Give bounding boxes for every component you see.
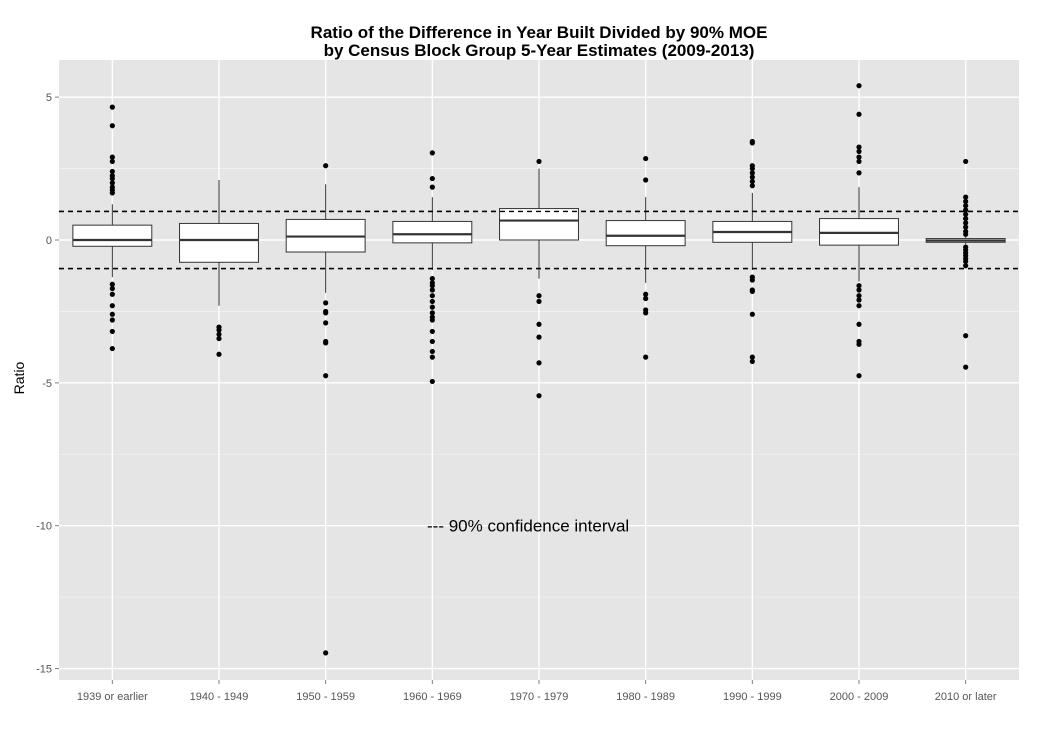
outlier-point — [430, 355, 435, 360]
outlier-point — [430, 329, 435, 334]
outlier-point — [856, 322, 861, 327]
outlier-point — [430, 299, 435, 304]
outlier-point — [323, 340, 328, 345]
outlier-point — [430, 317, 435, 322]
outlier-point — [430, 379, 435, 384]
outlier-point — [750, 140, 755, 145]
outlier-point — [323, 300, 328, 305]
outlier-point — [963, 232, 968, 237]
outlier-point — [536, 293, 541, 298]
outlier-point — [110, 190, 115, 195]
y-tick-label: -15 — [36, 664, 52, 676]
outlier-point — [323, 163, 328, 168]
outlier-point — [963, 333, 968, 338]
outlier-point — [536, 360, 541, 365]
outlier-point — [110, 329, 115, 334]
outlier-point — [430, 293, 435, 298]
outlier-point — [110, 105, 115, 110]
chart-title-line-1: Ratio of the Difference in Year Built Di… — [311, 23, 768, 42]
outlier-point — [856, 373, 861, 378]
box — [73, 225, 152, 246]
y-tick-label: -10 — [36, 521, 52, 533]
outlier-point — [536, 335, 541, 340]
confidence-interval-annotation: --- 90% confidence interval — [427, 517, 629, 536]
outlier-point — [430, 150, 435, 155]
x-tick-label: 1939 or earlier — [77, 691, 148, 703]
outlier-point — [216, 336, 221, 341]
outlier-point — [536, 393, 541, 398]
x-tick-label: 1970 - 1979 — [510, 691, 569, 703]
outlier-point — [856, 287, 861, 292]
outlier-point — [750, 183, 755, 188]
x-tick-label: 2010 or later — [935, 691, 997, 703]
outlier-point — [856, 297, 861, 302]
outlier-point — [430, 349, 435, 354]
outlier-point — [110, 286, 115, 291]
outlier-point — [110, 292, 115, 297]
outlier-point — [430, 339, 435, 344]
y-axis-title: Ratio — [11, 361, 27, 394]
outlier-point — [323, 650, 328, 655]
outlier-point — [430, 305, 435, 310]
outlier-point — [536, 159, 541, 164]
x-tick-label: 1940 - 1949 — [190, 691, 249, 703]
outlier-point — [430, 287, 435, 292]
outlier-point — [643, 296, 648, 301]
outlier-point — [750, 359, 755, 364]
outlier-point — [430, 185, 435, 190]
outlier-point — [110, 303, 115, 308]
outlier-point — [963, 263, 968, 268]
outlier-point — [750, 312, 755, 317]
x-tick-label: 1980 - 1989 — [616, 691, 675, 703]
outlier-point — [536, 322, 541, 327]
outlier-point — [643, 310, 648, 315]
outlier-point — [323, 310, 328, 315]
outlier-point — [750, 289, 755, 294]
outlier-point — [110, 317, 115, 322]
outlier-point — [856, 149, 861, 154]
outlier-point — [963, 159, 968, 164]
box — [606, 221, 685, 246]
outlier-point — [110, 346, 115, 351]
outlier-point — [110, 123, 115, 128]
x-tick-label: 1990 - 1999 — [723, 691, 782, 703]
outlier-point — [110, 159, 115, 164]
outlier-point — [110, 312, 115, 317]
x-tick-label: 2000 - 2009 — [830, 691, 889, 703]
plot-panel: 5 0 -5 -10 -15 1939 or earlier 1940 - 1949 1950… — [36, 60, 1019, 703]
outlier-point — [856, 342, 861, 347]
outlier-point — [856, 112, 861, 117]
outlier-point — [856, 303, 861, 308]
box — [180, 223, 259, 262]
outlier-point — [856, 83, 861, 88]
outlier-point — [430, 176, 435, 181]
outlier-point — [216, 352, 221, 357]
y-tick-label: -5 — [42, 378, 52, 390]
outlier-point — [536, 299, 541, 304]
outlier-point — [643, 177, 648, 182]
outlier-point — [643, 355, 648, 360]
box — [393, 221, 472, 242]
outlier-point — [323, 373, 328, 378]
outlier-point — [643, 156, 648, 161]
x-tick-label: 1950 - 1959 — [296, 691, 355, 703]
outlier-point — [963, 365, 968, 370]
outlier-point — [750, 277, 755, 282]
outlier-point — [323, 320, 328, 325]
chart-title-line-2: by Census Block Group 5-Year Estimates (… — [324, 41, 755, 60]
box — [500, 209, 579, 240]
outlier-point — [856, 159, 861, 164]
outlier-point — [856, 170, 861, 175]
x-tick-label: 1960 - 1969 — [403, 691, 462, 703]
y-tick-label: 5 — [46, 92, 52, 104]
y-tick-label: 0 — [46, 235, 52, 247]
